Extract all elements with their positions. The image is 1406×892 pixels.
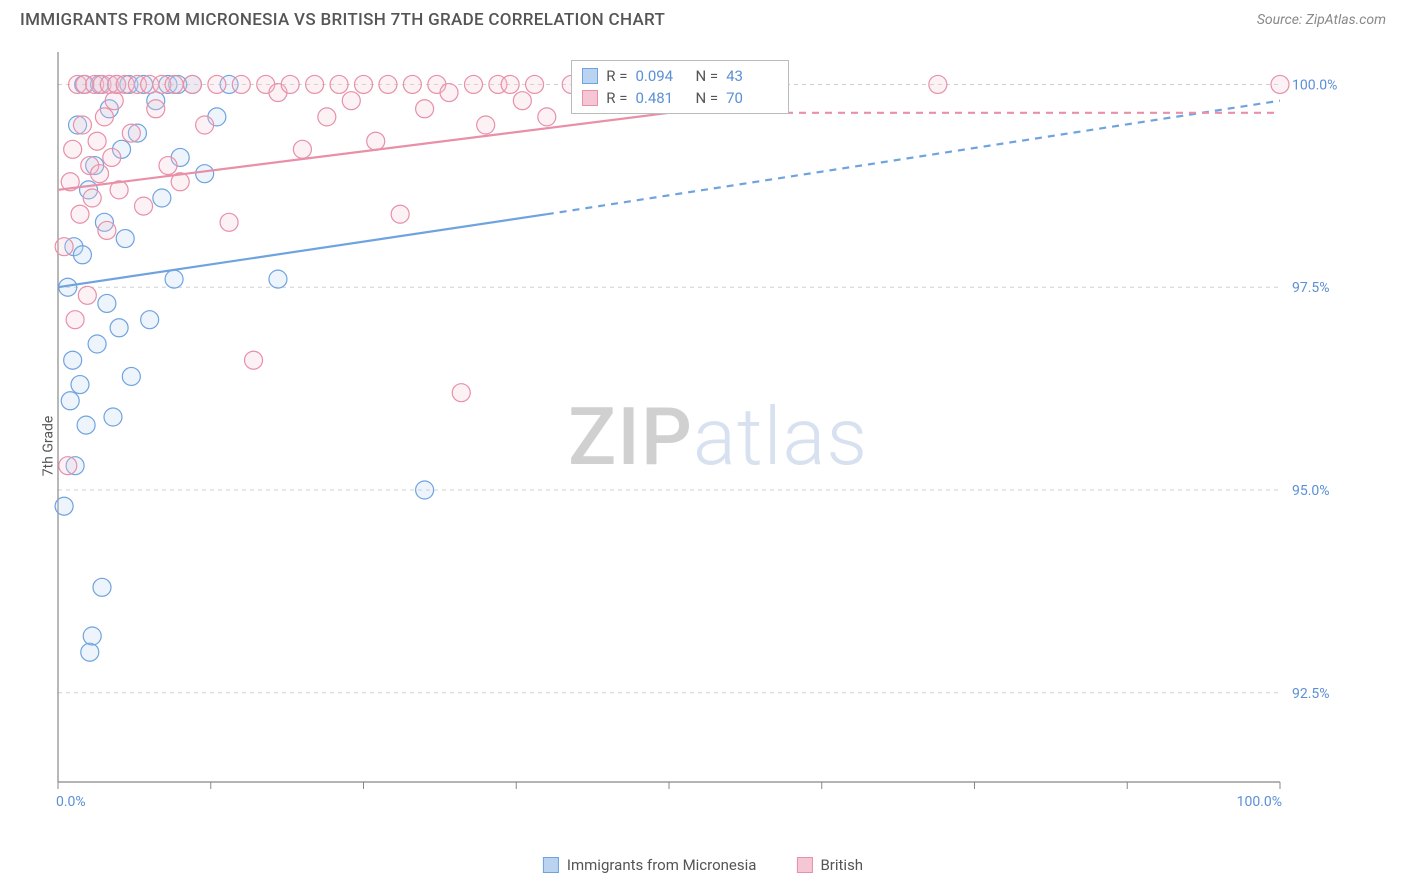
svg-text:100.0%: 100.0%: [1292, 77, 1337, 93]
svg-text:97.5%: 97.5%: [1292, 280, 1330, 296]
stats-swatch-british: [582, 90, 598, 106]
svg-text:92.5%: 92.5%: [1292, 686, 1330, 702]
stats-n-value-micronesia: 43: [726, 67, 778, 85]
stats-n-label: N =: [695, 89, 718, 107]
stats-n-value-british: 70: [726, 89, 778, 107]
legend-swatch-british: [796, 857, 812, 873]
svg-text:95.0%: 95.0%: [1292, 483, 1330, 499]
stats-r-value-micronesia: 0.094: [635, 67, 687, 85]
chart-title: IMMIGRANTS FROM MICRONESIA VS BRITISH 7T…: [20, 10, 665, 30]
correlation-stats-box: R = 0.094 N = 43 R = 0.481 N = 70: [571, 60, 789, 114]
stats-r-label: R =: [606, 67, 627, 85]
chart-header: IMMIGRANTS FROM MICRONESIA VS BRITISH 7T…: [0, 0, 1406, 36]
scatter-chart-svg: 92.5% 95.0% 97.5% 100.0% 0.0% 100.0%: [50, 42, 1350, 812]
stats-n-label: N =: [695, 67, 718, 85]
legend-label-british: British: [820, 856, 863, 874]
svg-text:0.0%: 0.0%: [56, 794, 86, 810]
source-attribution: Source: ZipAtlas.com: [1257, 12, 1386, 28]
legend-item-british: British: [796, 856, 863, 874]
stats-r-value-british: 0.481: [635, 89, 687, 107]
stats-swatch-micronesia: [582, 68, 598, 84]
svg-text:100.0%: 100.0%: [1237, 794, 1282, 810]
legend-item-micronesia: Immigrants from Micronesia: [543, 856, 757, 874]
stats-row-micronesia: R = 0.094 N = 43: [578, 65, 782, 87]
source-name: ZipAtlas.com: [1306, 12, 1386, 28]
series-legend: Immigrants from Micronesia British: [543, 856, 863, 874]
stats-row-british: R = 0.481 N = 70: [578, 87, 782, 109]
source-prefix: Source:: [1257, 12, 1306, 28]
legend-swatch-micronesia: [543, 857, 559, 873]
plot-area: 92.5%95.0%97.5%100.0%0.0%100.0% ZIPatlas…: [50, 42, 1386, 832]
stats-r-label: R =: [606, 89, 627, 107]
legend-label-micronesia: Immigrants from Micronesia: [567, 856, 757, 874]
